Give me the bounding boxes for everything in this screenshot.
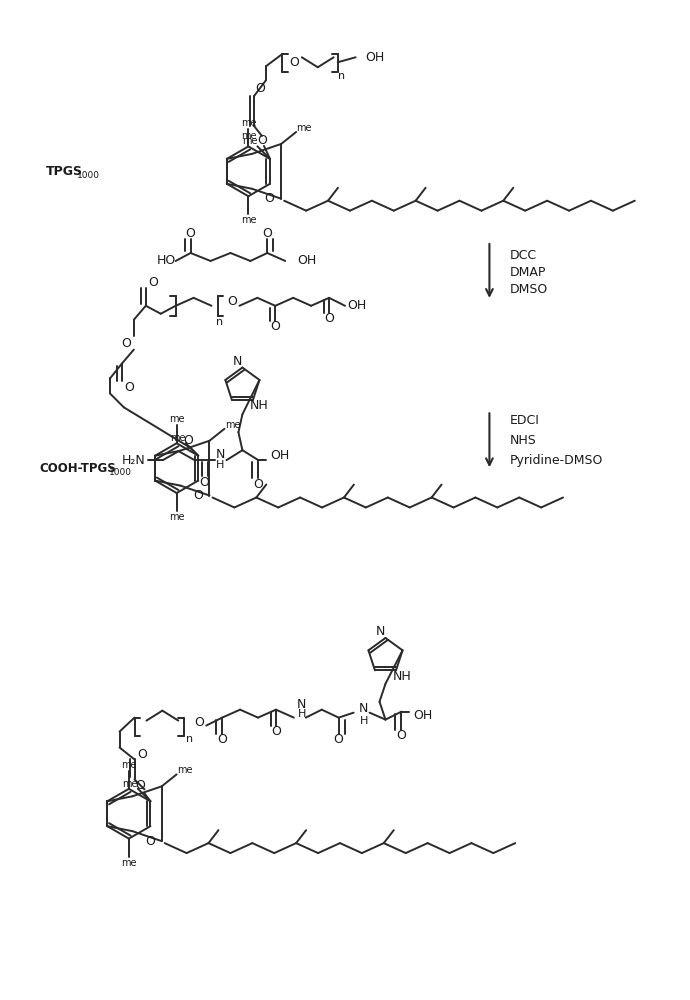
Text: O: O bbox=[255, 82, 265, 95]
Text: me: me bbox=[241, 118, 256, 128]
Text: OH: OH bbox=[297, 254, 317, 267]
Text: O: O bbox=[334, 733, 344, 746]
Text: N: N bbox=[297, 698, 306, 711]
Text: me: me bbox=[297, 123, 312, 133]
Text: HO: HO bbox=[157, 254, 176, 267]
Text: me: me bbox=[241, 136, 257, 146]
Text: O: O bbox=[137, 748, 148, 761]
Text: COOH-TPGS: COOH-TPGS bbox=[39, 462, 116, 475]
Text: O: O bbox=[195, 716, 204, 729]
Text: me: me bbox=[169, 512, 184, 522]
Text: me: me bbox=[241, 131, 256, 141]
Text: N: N bbox=[376, 625, 385, 638]
Text: OH: OH bbox=[347, 299, 366, 312]
Text: 1000: 1000 bbox=[77, 171, 100, 180]
Text: me: me bbox=[122, 779, 138, 789]
Text: me: me bbox=[241, 215, 256, 225]
Text: 1000: 1000 bbox=[109, 468, 132, 477]
Text: OH: OH bbox=[366, 51, 385, 64]
Text: O: O bbox=[217, 733, 227, 746]
Text: O: O bbox=[265, 192, 275, 205]
Text: N: N bbox=[233, 355, 242, 368]
Text: me: me bbox=[170, 433, 186, 443]
Text: me: me bbox=[121, 858, 137, 868]
Text: O: O bbox=[199, 476, 210, 489]
Text: me: me bbox=[121, 760, 137, 770]
Text: O: O bbox=[397, 729, 406, 742]
Text: me: me bbox=[177, 765, 193, 775]
Text: H: H bbox=[297, 709, 306, 719]
Text: O: O bbox=[148, 276, 158, 289]
Text: O: O bbox=[184, 434, 193, 447]
Text: O: O bbox=[124, 381, 134, 394]
Text: N: N bbox=[359, 702, 368, 715]
Text: DCC: DCC bbox=[509, 249, 536, 262]
Text: O: O bbox=[193, 489, 203, 502]
Text: EDCI: EDCI bbox=[509, 414, 539, 427]
Text: NH: NH bbox=[250, 399, 268, 412]
Text: n: n bbox=[216, 317, 223, 327]
Text: TPGS: TPGS bbox=[46, 165, 83, 178]
Text: OH: OH bbox=[413, 709, 433, 722]
Text: O: O bbox=[145, 835, 155, 848]
Text: O: O bbox=[289, 56, 299, 69]
Text: n: n bbox=[338, 71, 345, 81]
Text: O: O bbox=[324, 312, 334, 325]
Text: O: O bbox=[186, 227, 195, 240]
Text: me: me bbox=[169, 414, 184, 424]
Text: O: O bbox=[135, 779, 146, 792]
Text: N: N bbox=[216, 448, 225, 461]
Text: O: O bbox=[271, 725, 281, 738]
Text: O: O bbox=[262, 227, 273, 240]
Text: DMSO: DMSO bbox=[509, 283, 548, 296]
Text: DMAP: DMAP bbox=[509, 266, 546, 279]
Text: O: O bbox=[228, 295, 237, 308]
Text: O: O bbox=[270, 320, 280, 333]
Text: H₂N: H₂N bbox=[122, 454, 146, 467]
Text: NH: NH bbox=[393, 670, 411, 683]
Text: me: me bbox=[225, 420, 240, 430]
Text: NHS: NHS bbox=[509, 434, 536, 447]
Text: Pyridine-DMSO: Pyridine-DMSO bbox=[509, 454, 602, 467]
Text: O: O bbox=[121, 337, 131, 350]
Text: n: n bbox=[186, 734, 193, 744]
Text: OH: OH bbox=[270, 449, 290, 462]
Text: O: O bbox=[257, 134, 267, 147]
Text: H: H bbox=[359, 716, 368, 726]
Text: H: H bbox=[217, 460, 225, 470]
Text: O: O bbox=[253, 478, 264, 491]
